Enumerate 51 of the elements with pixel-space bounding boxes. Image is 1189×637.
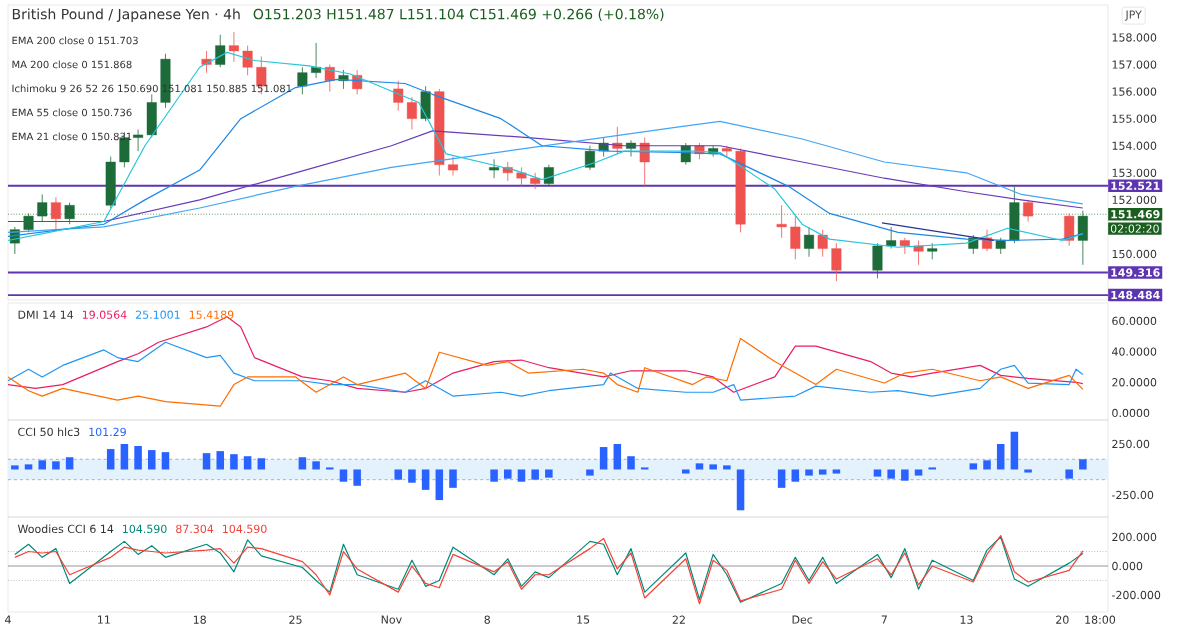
x-tick-label: 13 <box>960 615 973 624</box>
chart-title: British Pound / Japanese Yen · 4h <box>12 8 240 23</box>
y-tick-label: 158.000 <box>1112 33 1157 42</box>
x-tick-label: 11 <box>98 615 110 624</box>
y-tick-label: 40.0000 <box>1112 347 1157 356</box>
y-tick-label: 152.000 <box>1112 195 1157 205</box>
y-tick-label: 200.000 <box>1112 532 1157 542</box>
annotation: 87.304 <box>176 524 214 534</box>
y-tick-label: 0.0000 <box>1112 408 1150 418</box>
x-tick-label: 15 <box>577 615 590 624</box>
x-tick-label: 22 <box>672 615 685 624</box>
y-tick-label: 157.000 <box>1112 60 1157 69</box>
ref-line-label: 149.316 <box>1111 268 1160 277</box>
annotation: 104.590 <box>123 524 167 534</box>
annotation: 104.590 <box>223 524 267 534</box>
ref-line-label: 152.521 <box>1111 181 1160 190</box>
y-tick-label: 20.0000 <box>1112 378 1157 387</box>
y-tick-label: 0.000 <box>1112 561 1143 571</box>
y-tick-label: -250.00 <box>1112 490 1154 500</box>
annotation: MA 200 close 0 151.868 <box>12 60 132 69</box>
x-tick-label: 7 <box>881 615 887 624</box>
x-tick-label: 20 <box>1056 615 1069 624</box>
y-tick-label: 150.000 <box>1112 249 1157 259</box>
y-tick-label: -200.000 <box>1112 590 1161 600</box>
annotation: EMA 55 close 0 150.736 <box>12 108 132 117</box>
y-tick-label: 250.00 <box>1112 439 1150 449</box>
y-tick-label: 156.000 <box>1112 87 1157 96</box>
y-tick-label: 153.000 <box>1112 168 1157 177</box>
chart-subtitle: O151.203 H151.487 L151.104 C151.469 +0.266 (+0.18%) <box>253 8 664 21</box>
x-tick-label: 4 <box>5 615 11 624</box>
text: JPY <box>1124 10 1142 21</box>
x-tick-label: 18 <box>193 615 206 624</box>
x-tick-label: 8 <box>484 615 490 624</box>
annotation: 15.4189 <box>189 310 234 319</box>
annotation: 25.1001 <box>136 310 180 319</box>
text: Woodies CCI 6 14 <box>17 524 114 534</box>
x-tick-label: Dec <box>792 615 813 624</box>
ref-line-label: 148.484 <box>1111 290 1160 300</box>
text: CCI 50 hlc3 <box>18 427 80 437</box>
x-tick-label: 25 <box>289 615 302 624</box>
y-tick-label: 155.000 <box>1112 114 1157 123</box>
ref-line-label: 151.469 <box>1111 210 1160 219</box>
annotation: EMA 200 close 0 151.703 <box>12 36 138 45</box>
text: 02:02:20 <box>1110 224 1159 233</box>
annotation: 19.0564 <box>82 310 127 319</box>
x-tick-label: 18:00 <box>1085 615 1116 624</box>
y-tick-label: 60.0000 <box>1112 316 1157 326</box>
x-tick-label: Nov <box>381 615 402 624</box>
annotation: 101.29 <box>89 427 126 437</box>
y-tick-label: 154.000 <box>1112 141 1157 150</box>
text: DMI 14 14 <box>18 310 74 319</box>
